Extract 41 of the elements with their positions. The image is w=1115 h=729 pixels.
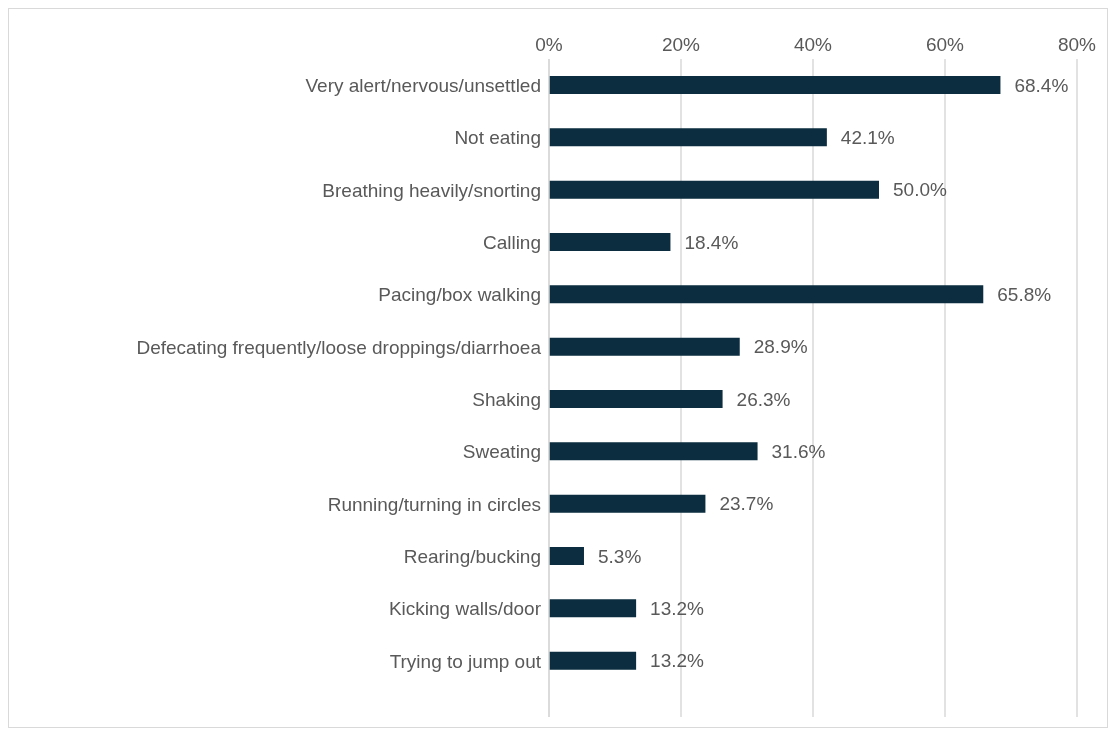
bar — [549, 233, 671, 251]
bar — [549, 337, 740, 356]
data-label: 18.4% — [684, 231, 739, 253]
bar — [549, 442, 758, 461]
y-tick-label: Not eating — [454, 127, 541, 149]
bar — [549, 390, 723, 408]
bar — [549, 285, 984, 304]
y-tick-label: Very alert/nervous/unsettled — [305, 74, 541, 96]
x-tick-label: 0% — [535, 34, 563, 55]
data-label: 31.6% — [771, 441, 826, 463]
y-tick-label: Shaking — [472, 388, 541, 410]
y-tick-label: Calling — [482, 231, 541, 253]
data-label: 13.2% — [650, 598, 705, 620]
data-label: 68.4% — [1014, 74, 1069, 96]
bar — [549, 76, 1001, 94]
data-label: 5.3% — [597, 545, 642, 567]
bar — [549, 494, 706, 513]
bar — [549, 128, 827, 147]
y-tick-label: Running/turning in circles — [327, 493, 541, 515]
y-tick-label: Rearing/bucking — [403, 545, 541, 567]
x-tick-label: 20% — [661, 34, 701, 55]
y-tick-label: Breathing heavily/snorting — [322, 179, 541, 201]
data-label: 42.1% — [840, 127, 895, 149]
bar — [549, 547, 584, 565]
data-label: 65.8% — [997, 284, 1052, 306]
y-tick-label: Sweating — [462, 441, 541, 463]
x-tick-label: 80% — [1057, 34, 1097, 55]
data-label: 28.9% — [753, 336, 808, 358]
data-label: 13.2% — [650, 650, 705, 672]
y-tick-label: Defecating frequently/loose droppings/diarrhoea — [136, 336, 542, 358]
bar — [549, 599, 637, 618]
y-tick-label: Kicking walls/door — [388, 598, 542, 620]
data-label: 26.3% — [736, 388, 791, 410]
bar — [549, 651, 637, 670]
data-label: 50.0% — [893, 179, 947, 201]
x-tick-label: 60% — [925, 34, 965, 55]
bar — [549, 180, 879, 199]
y-tick-label: Trying to jump out — [389, 650, 542, 672]
y-tick-label: Pacing/box walking — [378, 284, 541, 306]
data-label: 23.7% — [719, 493, 774, 515]
x-tick-label: 40% — [793, 34, 833, 55]
